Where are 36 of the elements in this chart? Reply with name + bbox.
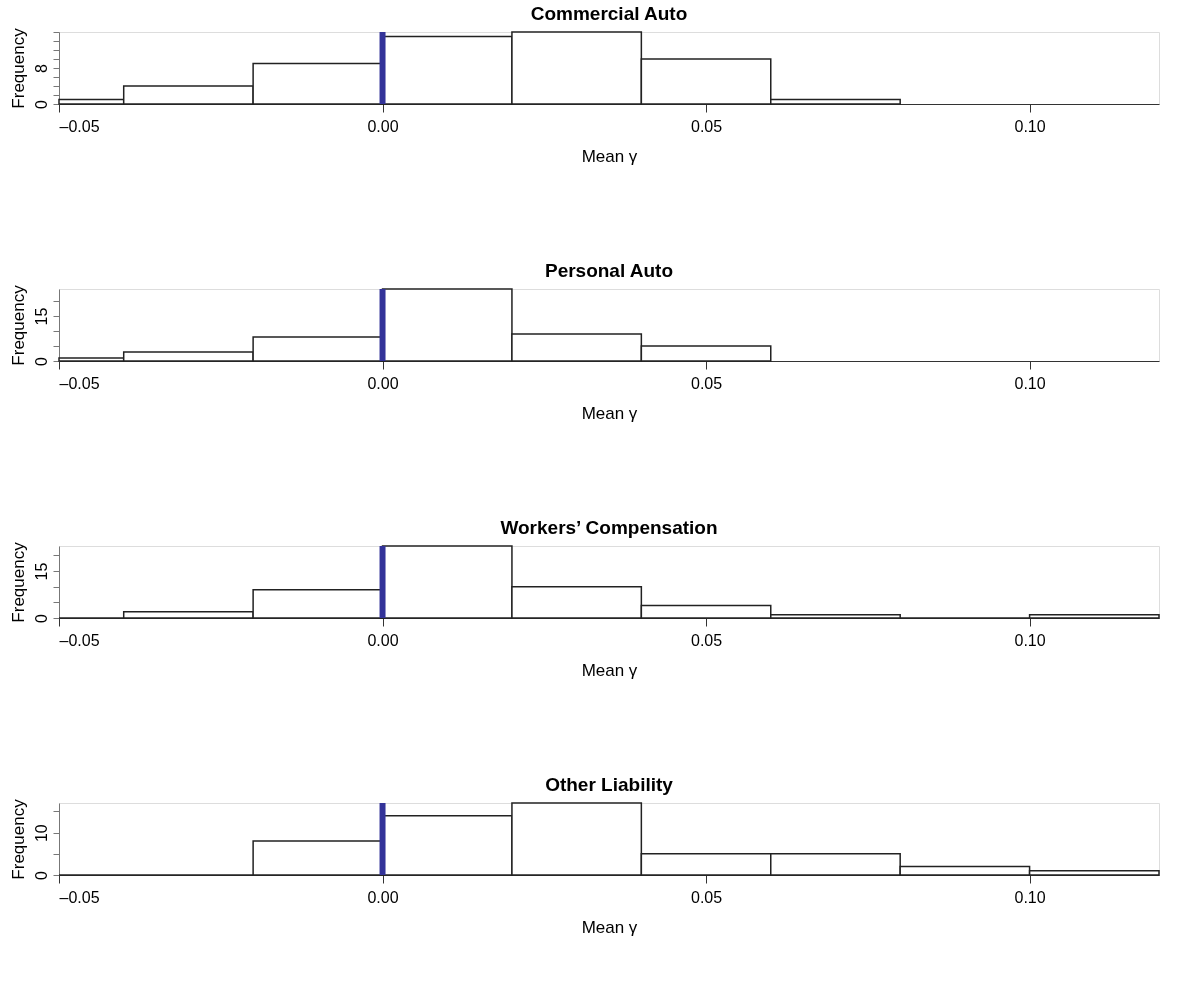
x-tick-label: 0.00: [367, 888, 399, 906]
chart-title: Personal Auto: [544, 259, 674, 281]
y-axis-title: Frequency: [8, 541, 28, 623]
chart-title: Commercial Auto: [530, 2, 688, 24]
y-tick-label: 0: [32, 99, 50, 109]
y-tick-label: 10: [32, 824, 50, 843]
x-tick-label: 0.00: [367, 631, 399, 649]
y-axis-title: Frequency: [8, 284, 28, 366]
y-tick-label: 0: [32, 613, 50, 623]
y-tick-label: 15: [32, 307, 50, 326]
x-tick-label: 0.05: [690, 631, 723, 649]
x-axis-title: Mean γ: [581, 917, 638, 937]
x-tick-label: 0.00: [367, 117, 399, 135]
y-tick-label: 15: [32, 562, 50, 581]
y-tick-label: 0: [32, 356, 50, 366]
y-axis-title: Frequency: [8, 27, 28, 109]
x-tick-label: 0.10: [1014, 888, 1046, 906]
x-tick-label: –0.05: [59, 117, 100, 135]
x-tick-label: –0.05: [59, 888, 100, 906]
x-tick-label: 0.10: [1014, 117, 1046, 135]
x-tick-label: 0.10: [1014, 631, 1046, 649]
chart-title: Workers’ Compensation: [500, 516, 718, 538]
x-tick-label: 0.00: [367, 374, 399, 392]
y-tick-label: 8: [32, 63, 50, 73]
chart-title: Other Liability: [545, 773, 674, 795]
x-axis-title: Mean γ: [581, 660, 638, 680]
x-tick-label: 0.05: [690, 117, 723, 135]
x-axis-title: Mean γ: [581, 146, 638, 166]
x-tick-label: –0.05: [59, 631, 100, 649]
y-axis-title: Frequency: [8, 798, 28, 880]
x-tick-label: 0.05: [690, 888, 723, 906]
x-tick-label: –0.05: [59, 374, 100, 392]
x-tick-label: 0.10: [1014, 374, 1046, 392]
x-axis-title: Mean γ: [581, 403, 638, 423]
y-tick-label: 0: [32, 870, 50, 880]
x-tick-label: 0.05: [690, 374, 723, 392]
